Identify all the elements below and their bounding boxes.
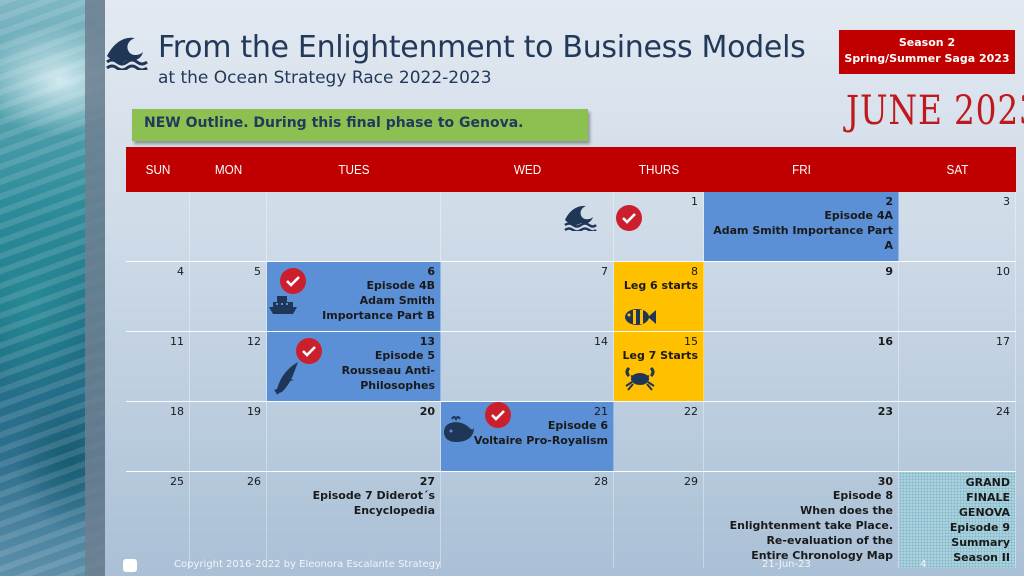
event-title: Leg 7 Starts bbox=[622, 349, 699, 362]
season-badge: Season 2 Spring/Summer Saga 2023 bbox=[839, 30, 1015, 74]
day-cell-jun-8: 8 Leg 6 starts bbox=[614, 262, 704, 331]
check-icon bbox=[485, 402, 511, 428]
calendar-grid: 1 2 Episode 4A Adam Smith Importance Par… bbox=[126, 192, 1016, 568]
weekday-fri: FRI bbox=[792, 162, 811, 177]
decorative-bar bbox=[85, 0, 105, 576]
weekday-thurs: THURS bbox=[638, 162, 680, 177]
day-number: 21 bbox=[594, 405, 608, 418]
season-line-1: Season 2 bbox=[898, 36, 956, 49]
event-title: Episode 7 Diderot´s Encyclopedia bbox=[312, 489, 435, 517]
season-line-2: Spring/Summer Saga 2023 bbox=[844, 52, 1010, 65]
grand-finale-cell: GRAND FINALE GENOVA Episode 9 Summary Se… bbox=[899, 472, 1016, 568]
day-cell-jun-3: 3 bbox=[899, 192, 1016, 261]
event-subtitle: Adam Smith Importance Part A bbox=[713, 224, 893, 252]
event-subtitle: When does the Enlightenment take Place. … bbox=[729, 504, 893, 562]
video-icon bbox=[123, 559, 137, 572]
weekday-mon: MON bbox=[214, 162, 243, 177]
calendar-header: SUN MON TUES WED THURS FRI SAT bbox=[126, 147, 1016, 192]
event-subtitle: Voltaire Pro-Royalism bbox=[473, 434, 608, 447]
day-cell-jun-5: 5 bbox=[190, 262, 267, 331]
event-title: Episode 5 bbox=[374, 349, 435, 362]
event-title: Leg 6 starts bbox=[623, 279, 698, 292]
day-number: 27 bbox=[419, 475, 435, 488]
day-cell-jun-14: 14 bbox=[441, 332, 614, 401]
whale-icon bbox=[444, 416, 474, 442]
check-icon bbox=[296, 338, 322, 364]
wave-icon bbox=[106, 37, 148, 70]
day-cell-jun-11: 11 bbox=[126, 332, 190, 401]
day-cell-jun-30: 30 Episode 8 When does the Enlightenment… bbox=[704, 472, 899, 568]
fish-icon bbox=[625, 309, 656, 325]
day-cell-jun-9: 9 bbox=[704, 262, 899, 331]
day-number: 2 bbox=[885, 195, 893, 208]
weekday-wed: WED bbox=[513, 162, 542, 177]
event-title: Episode 8 bbox=[832, 489, 893, 502]
check-icon bbox=[616, 205, 642, 231]
outline-note: NEW Outline. During this final phase to … bbox=[132, 109, 588, 141]
grand-finale-episode: Episode 9 Summary bbox=[949, 521, 1010, 549]
weekday-sat: SAT bbox=[946, 162, 969, 177]
day-cell-jun-23: 23 bbox=[704, 402, 899, 471]
footer-date: 21-Jun-23 bbox=[762, 559, 811, 570]
day-cell-jun-22: 22 bbox=[614, 402, 704, 471]
calendar-week: 18 19 20 21 Episode 6 Voltaire Pro-Royal… bbox=[126, 402, 1016, 472]
calendar-week: 11 12 13 Episode 5 Rousseau Anti-Philoso… bbox=[126, 332, 1016, 402]
day-number: 13 bbox=[419, 335, 435, 348]
event-subtitle: Adam Smith Importance Part B bbox=[322, 294, 435, 322]
weekday-tues: TUES bbox=[338, 162, 370, 177]
event-subtitle: Rousseau Anti-Philosophes bbox=[341, 364, 435, 392]
grand-finale-season: Season II bbox=[953, 551, 1010, 564]
copyright-text: Copyright 2016-2022 by Eleonora Escalant… bbox=[174, 559, 441, 570]
calendar-week: 1 2 Episode 4A Adam Smith Importance Par… bbox=[126, 192, 1016, 262]
check-icon bbox=[280, 268, 306, 294]
day-number: 6 bbox=[427, 265, 435, 278]
page-title: From the Enlightenment to Business Model… bbox=[158, 30, 806, 65]
day-cell bbox=[126, 192, 190, 261]
calendar-week: 4 5 6 Episode 4B Adam Smith Importance P… bbox=[126, 262, 1016, 332]
day-cell bbox=[267, 192, 441, 261]
event-title: Episode 4B bbox=[366, 279, 435, 292]
wave-icon bbox=[564, 205, 597, 231]
day-cell-jun-25: 25 bbox=[126, 472, 190, 568]
page-subtitle: at the Ocean Strategy Race 2022-2023 bbox=[158, 68, 492, 88]
page-number: 4 bbox=[920, 559, 927, 570]
day-cell-jun-16: 16 bbox=[704, 332, 899, 401]
month-heading: JUNE 2023 bbox=[846, 88, 1024, 134]
day-cell-jun-7: 7 bbox=[441, 262, 614, 331]
day-cell-jun-24: 24 bbox=[899, 402, 1016, 471]
event-title: Episode 6 bbox=[547, 419, 608, 432]
day-cell-jun-10: 10 bbox=[899, 262, 1016, 331]
day-number: 8 bbox=[691, 265, 698, 278]
calendar-week: 25 26 27 Episode 7 Diderot´s Encyclopedi… bbox=[126, 472, 1016, 568]
event-title: Episode 4A bbox=[824, 209, 893, 222]
day-cell-jun-12: 12 bbox=[190, 332, 267, 401]
day-number: 30 bbox=[877, 475, 893, 488]
crab-icon bbox=[625, 366, 655, 391]
day-cell bbox=[190, 192, 267, 261]
day-cell-jun-1: 1 bbox=[614, 192, 704, 261]
day-cell bbox=[441, 192, 614, 261]
ship-icon bbox=[269, 296, 297, 314]
day-cell-jun-4: 4 bbox=[126, 262, 190, 331]
day-cell-jun-17: 17 bbox=[899, 332, 1016, 401]
day-cell-jun-2: 2 Episode 4A Adam Smith Importance Part … bbox=[704, 192, 899, 261]
day-cell-jun-29: 29 bbox=[614, 472, 704, 568]
grand-finale-title: GRAND FINALE GENOVA bbox=[958, 476, 1010, 519]
day-cell-jun-19: 19 bbox=[190, 402, 267, 471]
day-cell-jun-27: 27 Episode 7 Diderot´s Encyclopedia bbox=[267, 472, 441, 568]
day-number: 15 bbox=[684, 335, 698, 348]
day-number: 1 bbox=[691, 195, 698, 208]
shark-icon bbox=[274, 362, 298, 395]
day-cell-jun-28: 28 bbox=[441, 472, 614, 568]
weekday-sun: SUN bbox=[145, 162, 171, 177]
day-cell-jun-26: 26 bbox=[190, 472, 267, 568]
day-cell-jun-18: 18 bbox=[126, 402, 190, 471]
day-cell-jun-20: 20 bbox=[267, 402, 441, 471]
